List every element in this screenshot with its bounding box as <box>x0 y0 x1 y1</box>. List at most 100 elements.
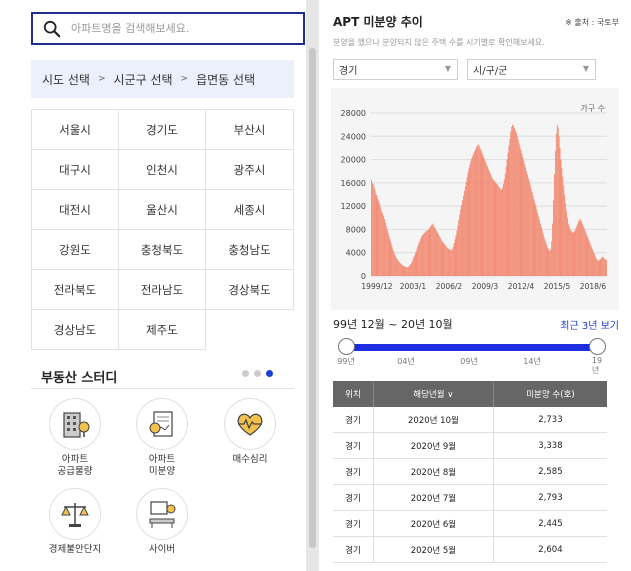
chart-bar <box>436 230 437 276</box>
chart-bar <box>536 209 538 276</box>
table-cell: 2020년 5월 <box>373 536 494 563</box>
region-item[interactable]: 경기도 <box>119 110 206 150</box>
table-cell: 경기 <box>333 458 374 485</box>
study-item-sentiment[interactable]: 매수심리 <box>215 398 285 466</box>
region-item[interactable]: 경상남도 <box>31 310 119 350</box>
table-cell: 2,604 <box>493 536 607 563</box>
chart-bar <box>491 178 493 276</box>
chart-bar <box>454 239 456 276</box>
chart-bar <box>533 199 535 276</box>
chart-bar <box>541 230 543 276</box>
study-item-cyber[interactable]: 사이버 <box>127 488 197 556</box>
province-select[interactable]: 경기 ▼ <box>333 59 458 80</box>
breadcrumb-sigungu[interactable]: 시군구 선택 <box>113 72 173 87</box>
chart-bar <box>499 187 501 276</box>
chart-bar <box>554 174 555 277</box>
carousel-dot-active[interactable] <box>266 370 273 377</box>
region-item[interactable]: 울산시 <box>119 190 206 230</box>
table-cell: 3,338 <box>493 432 607 459</box>
table-cell: 경기 <box>333 484 374 511</box>
region-item[interactable]: 부산시 <box>206 110 294 150</box>
region-item[interactable]: 강원도 <box>31 230 119 270</box>
chart-document-icon <box>136 398 188 450</box>
chart-bar <box>424 231 426 276</box>
province-select-value: 경기 <box>339 66 358 77</box>
chevron-down-icon: ▼ <box>444 64 451 73</box>
chart-bar <box>455 235 457 276</box>
period-slider[interactable]: 99년 04년 09년 14년 19년 <box>337 338 606 375</box>
region-item[interactable]: 경상북도 <box>206 270 294 310</box>
chart-bar <box>557 127 559 276</box>
study-item-supply[interactable]: 아파트 공급물량 <box>40 398 110 478</box>
recent-3y-link[interactable]: 최근 3년 보기 <box>560 321 619 332</box>
carousel-dot[interactable] <box>242 370 249 377</box>
scrollbar[interactable] <box>306 0 319 571</box>
region-item[interactable]: 전라남도 <box>119 270 206 310</box>
chart-bar <box>572 232 574 276</box>
chart-bar <box>472 156 474 276</box>
table-cell: 2020년 9월 <box>373 432 494 459</box>
chart-bar <box>418 243 420 276</box>
chart-bar <box>580 221 582 276</box>
region-item[interactable]: 대구시 <box>31 150 119 190</box>
chart-bar <box>487 166 488 276</box>
slider-track[interactable] <box>346 344 598 351</box>
table-header-row: 위치 해당년월 ∨ 미분양 수(호) <box>333 381 607 407</box>
slider-handle-end[interactable] <box>589 338 606 355</box>
chart-bar <box>405 266 407 276</box>
chart-bar <box>434 227 436 276</box>
search-icon[interactable] <box>43 20 61 38</box>
chart-bar <box>528 181 530 276</box>
chart-bar <box>384 218 385 276</box>
chart-bar <box>459 214 461 277</box>
chart-bar <box>537 213 539 276</box>
region-item[interactable]: 대전시 <box>31 190 119 230</box>
table-cell: 2,585 <box>493 458 607 485</box>
chart-bar <box>417 245 419 276</box>
region-item[interactable]: 충청북도 <box>119 230 206 270</box>
slider-handle-start[interactable] <box>338 338 355 355</box>
region-item[interactable]: 서울시 <box>31 110 119 150</box>
study-item-risk[interactable]: 경제불안단지 <box>40 488 110 556</box>
region-item[interactable]: 광주시 <box>206 150 294 190</box>
study-item-unsold[interactable]: 아파트 미분양 <box>127 398 197 478</box>
chart-bar <box>420 238 422 276</box>
chart-bar <box>475 146 477 276</box>
carousel-dot[interactable] <box>254 370 261 377</box>
breadcrumb-sido[interactable]: 시도 선택 <box>42 72 90 87</box>
search-input[interactable] <box>69 21 293 36</box>
chart-bar <box>546 245 548 276</box>
chart-bar <box>502 187 503 276</box>
region-item[interactable]: 전라북도 <box>31 270 119 310</box>
breadcrumb-eupmyeondong[interactable]: 읍면동 선택 <box>196 72 256 87</box>
region-item[interactable]: 제주도 <box>119 310 206 350</box>
chart-bar <box>478 145 480 276</box>
chart-bar <box>437 234 439 276</box>
search-box[interactable] <box>31 12 305 45</box>
chart-bar <box>479 147 481 276</box>
region-breadcrumb: 시도 선택 > 시군구 선택 > 읍면동 선택 <box>31 60 294 98</box>
region-item[interactable]: 인천시 <box>119 150 206 190</box>
scrollbar-thumb[interactable] <box>309 48 316 548</box>
chart-bar <box>488 168 489 276</box>
chart-bar <box>495 182 497 276</box>
chart-bar <box>375 194 377 276</box>
table-cell: 경기 <box>333 510 374 537</box>
table-row: 경기 2020년 10월 2,733 <box>333 407 607 433</box>
chart-bar <box>393 251 395 276</box>
city-select[interactable]: 시/구/군 ▼ <box>467 59 596 80</box>
chart-bar <box>564 194 566 276</box>
chart-bar <box>432 223 434 276</box>
study-item-label: 매수심리 <box>232 454 268 465</box>
chart-bar <box>429 227 431 276</box>
chart-bar <box>387 232 389 276</box>
chart-bar <box>587 237 589 276</box>
chart-bar <box>602 256 604 276</box>
slider-tick: 04년 <box>397 357 415 366</box>
chart-bar <box>515 130 516 276</box>
region-item[interactable]: 충청남도 <box>206 230 294 270</box>
chart-bar <box>397 259 398 276</box>
chart-bar <box>489 171 490 276</box>
column-header-month[interactable]: 해당년월 ∨ <box>373 381 494 407</box>
region-item[interactable]: 세종시 <box>206 190 294 230</box>
